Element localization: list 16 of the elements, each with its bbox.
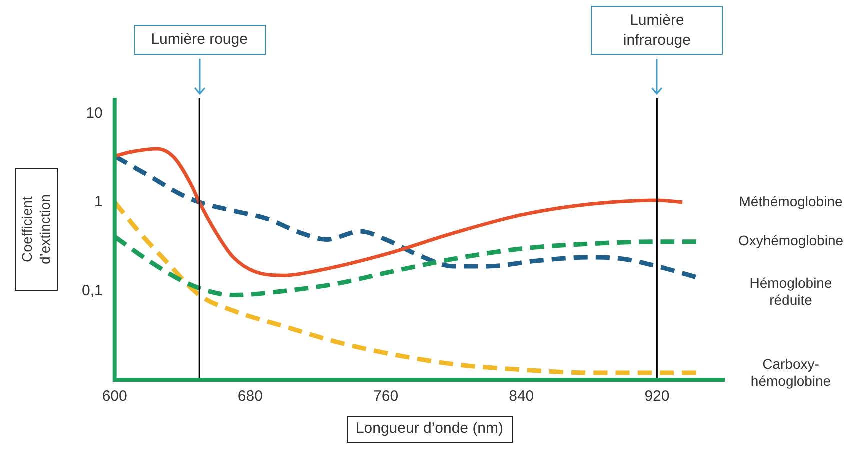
ref-line-label: Lumière rouge	[134, 25, 266, 54]
y-tick-label: 0,1	[82, 282, 103, 300]
x-tick-label: 600	[102, 388, 128, 406]
ref-line-label: Lumière infrarouge	[591, 6, 724, 55]
x-axis-title: Longueur d’onde (nm)	[346, 416, 513, 443]
y-tick-label: 1	[94, 194, 103, 211]
x-tick-label: 920	[644, 388, 670, 406]
x-tick-label: 840	[509, 388, 534, 406]
x-tick-label: 680	[238, 388, 263, 406]
x-tick-label: 760	[374, 388, 399, 406]
y-tick-label: 10	[86, 104, 103, 122]
text: Oxyhémoglobine	[738, 232, 844, 249]
text: Carboxy-hémoglobine	[750, 356, 832, 389]
text: Méthémoglobine	[739, 193, 843, 210]
text: Hémoglobine réduite	[750, 275, 832, 308]
y-axis-title: Coefficient d’extinction	[14, 168, 58, 290]
